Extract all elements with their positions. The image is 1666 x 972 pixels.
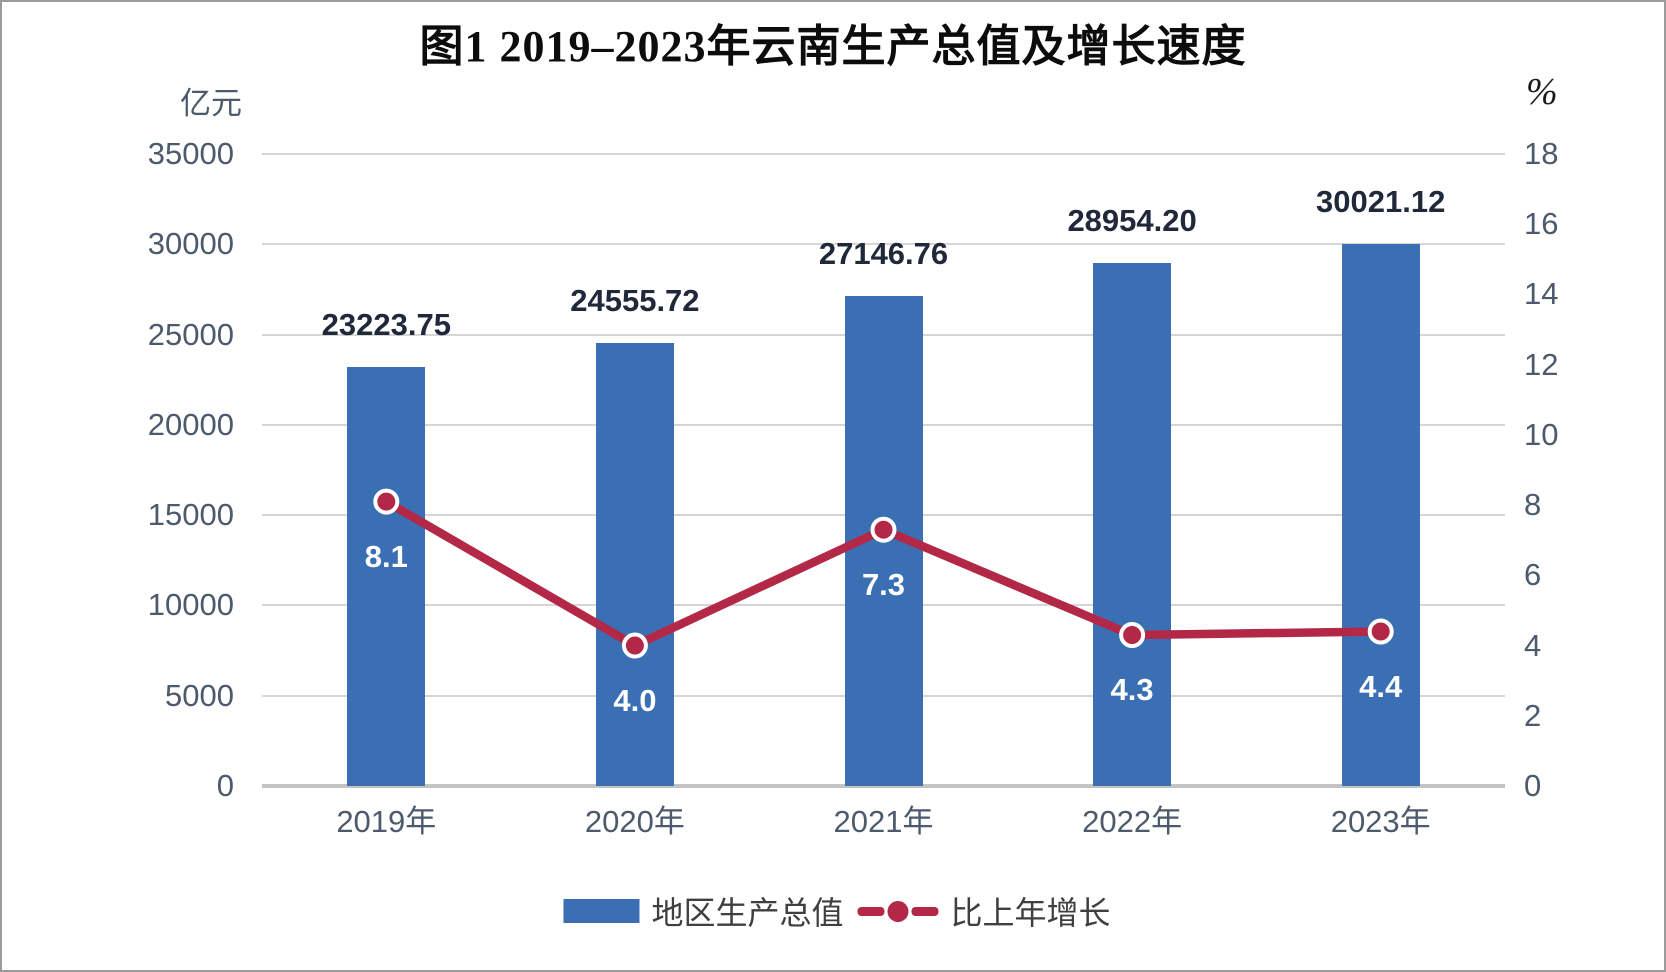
growth-value-label: 8.1 xyxy=(364,538,408,574)
y-axis-tick-left: 0 xyxy=(216,768,234,803)
growth-value-label: 7.3 xyxy=(861,566,906,602)
bar-value-label: 27146.76 xyxy=(818,235,949,271)
x-axis-category-label: 2021年 xyxy=(833,804,934,839)
right-axis-unit-label: % xyxy=(1526,71,1558,113)
y-axis-tick-right: 14 xyxy=(1524,276,1559,312)
y-axis-tick-right: 16 xyxy=(1524,206,1559,242)
bar-value-label: 30021.12 xyxy=(1316,183,1446,219)
growth-value-label: 4.4 xyxy=(1359,668,1403,704)
y-axis-tick-right: 0 xyxy=(1524,768,1542,803)
bar-value-label: 24555.72 xyxy=(570,282,700,318)
y-axis-tick-right: 2 xyxy=(1524,697,1542,733)
legend-item: 比上年增长 xyxy=(857,888,1111,934)
gdp-bar xyxy=(1341,243,1420,786)
legend-item: 地区生产总值 xyxy=(563,888,844,934)
y-axis-tick-right: 8 xyxy=(1524,487,1542,523)
line-marker xyxy=(621,632,648,659)
bar-value-label: 23223.75 xyxy=(321,306,451,342)
y-axis-tick-right: 10 xyxy=(1524,416,1559,452)
growth-line-layer xyxy=(373,488,1394,659)
growth-value-label: 4.3 xyxy=(1110,672,1154,708)
gdp-bar xyxy=(595,342,674,786)
line-marker xyxy=(1119,622,1146,649)
y-axis-tick-right: 18 xyxy=(1524,136,1559,171)
gdp-bar xyxy=(347,366,426,786)
x-axis-category-label: 2020年 xyxy=(584,804,685,839)
x-axis-baseline xyxy=(262,784,1505,788)
x-axis-category-label: 2019年 xyxy=(336,804,437,839)
chart-title: 图1 2019–2023年云南生产总值及增长速度 xyxy=(419,22,1247,71)
y-axis-tick-left: 5000 xyxy=(165,677,234,713)
y-axis-tick-left: 20000 xyxy=(147,406,234,442)
y-axis-tick-left: 35000 xyxy=(147,136,234,171)
legend-label: 比上年增长 xyxy=(950,895,1111,931)
y-axis-tick-right: 12 xyxy=(1524,346,1559,382)
y-axis-tick-left: 25000 xyxy=(147,316,234,352)
legend-line-dash xyxy=(857,906,885,916)
plot-area: 23223.75 24555.72 27146.76 28954.20 30021.12… xyxy=(262,153,1505,788)
legend-line-dot xyxy=(887,900,909,922)
left-axis-unit-label: 亿元 xyxy=(180,86,242,121)
gdp-bar xyxy=(1093,263,1172,786)
gridline xyxy=(262,243,1505,246)
line-legend-swatch xyxy=(857,900,939,922)
y-axis-tick-right: 4 xyxy=(1524,627,1542,663)
growth-value-label: 4.0 xyxy=(613,682,657,718)
bar-value-label: 28954.20 xyxy=(1067,203,1197,239)
bar-legend-swatch xyxy=(563,899,640,923)
legend-line-dash xyxy=(911,906,939,916)
legend: 地区生产总值 比上年增长 xyxy=(563,888,1111,934)
y-axis-tick-left: 10000 xyxy=(147,587,234,623)
y-axis-tick-left: 15000 xyxy=(147,497,234,533)
line-marker xyxy=(1367,618,1394,645)
y-axis-tick-right: 6 xyxy=(1524,557,1542,593)
line-marker xyxy=(870,516,897,543)
gridline xyxy=(262,153,1505,155)
line-marker xyxy=(373,488,400,515)
y-axis-tick-left: 30000 xyxy=(147,226,234,262)
x-axis-category-label: 2023年 xyxy=(1330,804,1431,839)
x-axis-category-label: 2022年 xyxy=(1082,804,1183,839)
legend-label: 地区生产总值 xyxy=(651,895,844,931)
